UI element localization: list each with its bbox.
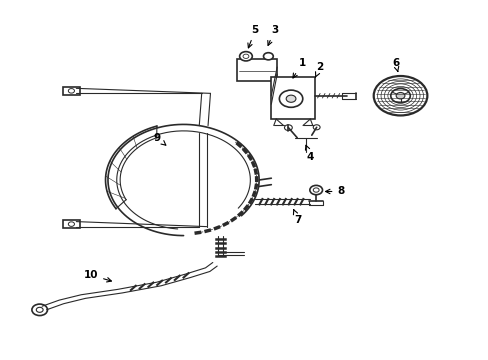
Circle shape	[309, 185, 322, 195]
FancyBboxPatch shape	[271, 77, 315, 119]
Text: 1: 1	[292, 58, 305, 78]
Circle shape	[284, 125, 292, 131]
Circle shape	[36, 307, 43, 312]
Text: 8: 8	[325, 186, 344, 197]
Circle shape	[390, 89, 409, 103]
Circle shape	[313, 188, 319, 192]
Text: 4: 4	[305, 145, 313, 162]
Text: 6: 6	[391, 58, 399, 72]
FancyBboxPatch shape	[62, 220, 80, 228]
Circle shape	[313, 125, 320, 130]
Text: 5: 5	[247, 25, 258, 48]
Text: 10: 10	[83, 270, 111, 282]
Circle shape	[239, 51, 252, 61]
Circle shape	[68, 222, 74, 226]
Text: 9: 9	[153, 133, 165, 145]
Circle shape	[285, 95, 295, 102]
Circle shape	[68, 89, 74, 93]
Circle shape	[395, 93, 404, 99]
Text: 3: 3	[267, 25, 278, 45]
Text: 7: 7	[293, 210, 301, 225]
FancyBboxPatch shape	[237, 59, 277, 81]
Text: 2: 2	[315, 62, 323, 77]
Circle shape	[279, 90, 302, 107]
Circle shape	[32, 304, 47, 316]
Circle shape	[373, 76, 427, 116]
FancyBboxPatch shape	[62, 87, 80, 95]
Circle shape	[263, 53, 273, 60]
Circle shape	[243, 54, 248, 58]
